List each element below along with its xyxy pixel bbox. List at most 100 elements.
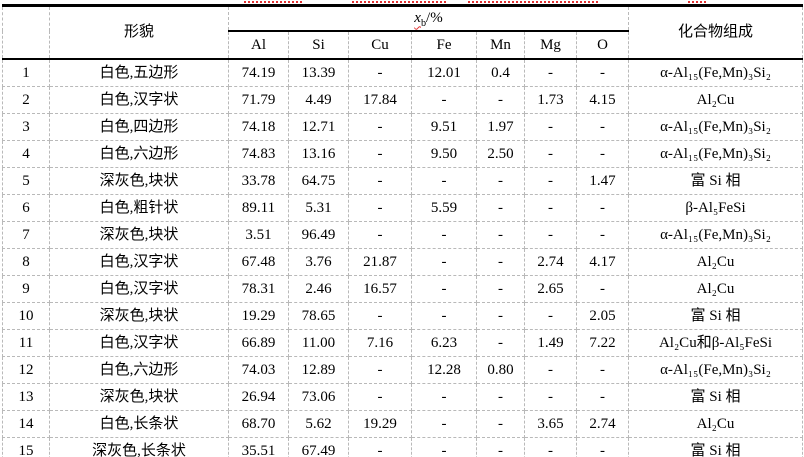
cell-o: -: [575, 383, 630, 411]
cell-fe: -: [411, 248, 477, 276]
morphology-header: 形貌: [49, 5, 229, 60]
cell-morphology: 白色,汉字状: [49, 275, 229, 303]
cell-morphology: 白色,四边形: [49, 113, 229, 141]
table-row: 1 白色,五边形 74.19 13.39 - 12.01 0.4 - - α-A…: [2, 58, 804, 87]
cell-mg: -: [524, 383, 577, 411]
row-number: 2: [2, 86, 50, 114]
cell-cu: -: [348, 113, 412, 141]
row-number: 9: [2, 275, 50, 303]
cell-compound: α-Al₁₅(Fe,Mn)₃Si₂: [628, 58, 804, 87]
cell-fe: 12.28: [411, 356, 477, 384]
cell-compound: 富 Si 相: [628, 167, 804, 195]
cell-mn: -: [476, 194, 525, 222]
cell-al: 78.31: [228, 275, 289, 303]
fraction-x: x: [414, 10, 421, 27]
table-row: 12 白色,六边形 74.03 12.89 - 12.28 0.80 - - α…: [2, 356, 804, 384]
cell-cu: -: [348, 383, 412, 411]
cell-si: 13.16: [288, 140, 349, 168]
cell-mn: 2.50: [476, 140, 525, 168]
cell-mg: -: [524, 302, 577, 330]
cell-al: 26.94: [228, 383, 289, 411]
cell-compound: 富 Si 相: [628, 383, 804, 411]
table-row: 6 白色,粗针状 89.11 5.31 - 5.59 - - - β-Al₅Fe…: [2, 194, 804, 222]
cell-cu: -: [348, 194, 412, 222]
cell-o: -: [575, 275, 630, 303]
cell-si: 13.39: [288, 58, 349, 87]
cell-mg: -: [524, 194, 577, 222]
cell-fe: -: [411, 86, 477, 114]
cell-fe: -: [411, 302, 477, 330]
row-number: 1: [2, 58, 50, 87]
cell-al: 89.11: [228, 194, 289, 222]
element-header-mg: Mg: [524, 30, 577, 60]
cell-mn: -: [476, 383, 525, 411]
cell-mg: 2.74: [524, 248, 577, 276]
cell-fe: 5.59: [411, 194, 477, 222]
cell-mn: -: [476, 437, 525, 457]
cell-o: -: [575, 194, 630, 222]
cell-compound: Al₂Cu: [628, 275, 804, 303]
cell-compound: 富 Si 相: [628, 437, 804, 457]
row-number: 5: [2, 167, 50, 195]
table-row: 10 深灰色,块状 19.29 78.65 - - - - 2.05 富 Si …: [2, 302, 804, 330]
cell-si: 2.46: [288, 275, 349, 303]
cell-cu: 16.57: [348, 275, 412, 303]
table-row: 4 白色,六边形 74.83 13.16 - 9.50 2.50 - - α-A…: [2, 140, 804, 168]
cell-al: 3.51: [228, 221, 289, 249]
cell-mg: 1.49: [524, 329, 577, 357]
spellcheck-squiggle-fragment: [468, 1, 600, 3]
cell-o: 2.05: [575, 302, 630, 330]
table-row: 3 白色,四边形 74.18 12.71 - 9.51 1.97 - - α-A…: [2, 113, 804, 141]
cell-al: 35.51: [228, 437, 289, 457]
cell-mg: -: [524, 167, 577, 195]
cell-fe: 12.01: [411, 58, 477, 87]
cell-mn: 0.80: [476, 356, 525, 384]
cell-al: 66.89: [228, 329, 289, 357]
cell-mn: -: [476, 329, 525, 357]
mass-fraction-header: xb/%: [227, 5, 630, 32]
cell-cu: -: [348, 437, 412, 457]
cell-morphology: 白色,汉字状: [49, 86, 229, 114]
fraction-subscript: b: [420, 18, 427, 30]
spellcheck-squiggle-fragment: [688, 1, 706, 3]
cell-morphology: 深灰色,长条状: [49, 437, 229, 457]
cell-mn: -: [476, 221, 525, 249]
cell-mn: -: [476, 302, 525, 330]
cell-al: 74.19: [228, 58, 289, 87]
cell-mg: 1.73: [524, 86, 577, 114]
cell-al: 67.48: [228, 248, 289, 276]
cell-compound: α-Al₁₅(Fe,Mn)₃Si₂: [628, 356, 804, 384]
table-row: 9 白色,汉字状 78.31 2.46 16.57 - - 2.65 - Al₂…: [2, 275, 804, 303]
cell-cu: 7.16: [348, 329, 412, 357]
cell-si: 64.75: [288, 167, 349, 195]
row-number: 6: [2, 194, 50, 222]
cell-si: 73.06: [288, 383, 349, 411]
row-number: 8: [2, 248, 50, 276]
row-number: 14: [2, 410, 50, 438]
cell-mn: -: [476, 275, 525, 303]
cell-compound: α-Al₁₅(Fe,Mn)₃Si₂: [628, 140, 804, 168]
cell-o: -: [575, 58, 630, 87]
cell-cu: 17.84: [348, 86, 412, 114]
cell-morphology: 白色,汉字状: [49, 248, 229, 276]
fraction-symbol: xb: [414, 10, 427, 30]
cell-mg: 2.65: [524, 275, 577, 303]
cell-fe: -: [411, 410, 477, 438]
cell-o: -: [575, 356, 630, 384]
row-number: 3: [2, 113, 50, 141]
cell-o: -: [575, 221, 630, 249]
cell-morphology: 深灰色,块状: [49, 221, 229, 249]
element-header-mn: Mn: [476, 30, 525, 60]
row-number: 11: [2, 329, 50, 357]
table-row: 2 白色,汉字状 71.79 4.49 17.84 - - 1.73 4.15 …: [2, 86, 804, 114]
header-row-elements: Al Si Cu Fe Mn Mg O: [3, 30, 803, 60]
table-row: 8 白色,汉字状 67.48 3.76 21.87 - - 2.74 4.17 …: [2, 248, 804, 276]
cell-morphology: 白色,五边形: [49, 58, 229, 87]
cell-mg: -: [524, 140, 577, 168]
cell-al: 74.03: [228, 356, 289, 384]
cell-si: 12.89: [288, 356, 349, 384]
cell-mn: -: [476, 410, 525, 438]
cell-mn: 0.4: [476, 58, 525, 87]
cell-mg: -: [524, 356, 577, 384]
cell-cu: -: [348, 302, 412, 330]
